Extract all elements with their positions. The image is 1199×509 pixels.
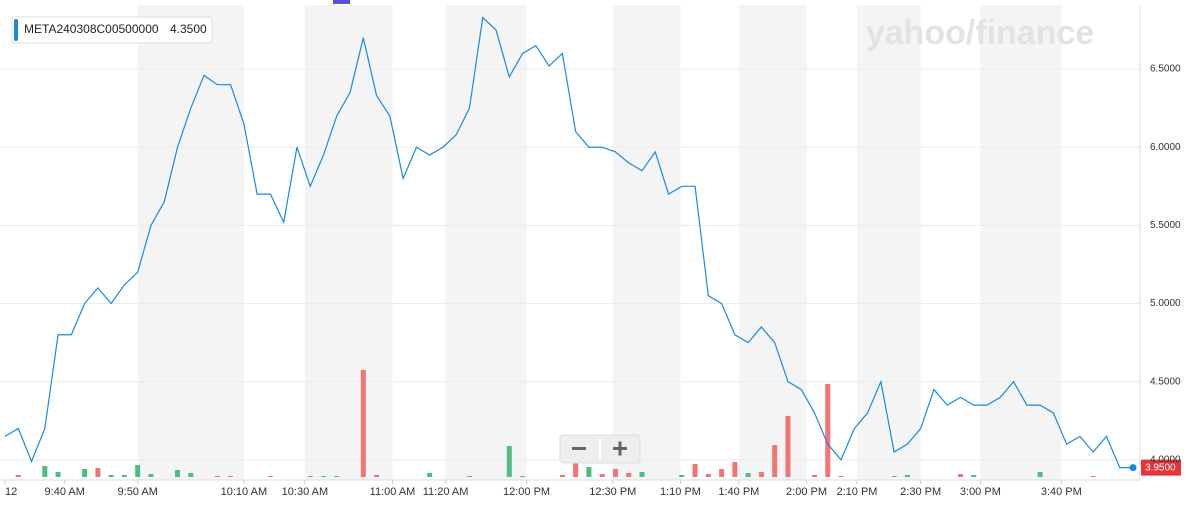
range-marker <box>333 0 350 4</box>
x-tick-label: 1:40 PM <box>718 486 759 498</box>
volume-bar <box>1090 476 1096 477</box>
volume-bar <box>466 476 472 477</box>
volume-bar <box>121 475 127 477</box>
volume-bar <box>745 473 751 477</box>
x-tick-label: 1:10 PM <box>660 486 701 498</box>
x-tick-label: 2:30 PM <box>900 486 941 498</box>
volume-bar <box>705 474 711 477</box>
zoom-in[interactable] <box>613 441 627 456</box>
volume-bar <box>188 473 194 477</box>
volume-bar <box>55 472 61 477</box>
volume-bar <box>612 469 618 477</box>
legend-swatch <box>14 19 18 41</box>
volume-bar <box>732 462 738 477</box>
x-tick-label: 11:20 AM <box>423 486 469 498</box>
legend-box <box>11 16 213 44</box>
volume-bar <box>374 475 380 477</box>
legend-name: META240308C00500000 <box>24 22 159 36</box>
volume-bar <box>971 475 977 477</box>
price-line <box>4 16 1133 469</box>
time-band <box>445 5 527 480</box>
volume-bar <box>42 466 48 477</box>
time-band <box>137 5 244 480</box>
legend-value: 4.3500 <box>170 22 207 36</box>
volume-bar <box>427 473 433 477</box>
volume-bar <box>891 476 897 477</box>
volume-bar <box>228 476 234 477</box>
volume-bar <box>825 384 831 477</box>
volume-bar <box>108 475 114 477</box>
y-tick-label: 4.5000 <box>1150 376 1181 387</box>
time-band <box>738 5 807 480</box>
volume-bar <box>719 469 725 477</box>
volume-bar <box>679 475 685 477</box>
zoom-out[interactable] <box>572 447 586 450</box>
x-tick-label: 12:30 PM <box>589 486 636 498</box>
y-tick-label: 4.0000 <box>1150 454 1181 465</box>
volume-bar <box>15 475 21 477</box>
x-tick-label: 9:40 AM <box>45 486 85 498</box>
zoom-control <box>559 434 641 464</box>
last-point <box>1129 464 1137 472</box>
x-tick-label: 9:50 AM <box>118 486 158 498</box>
volume-bar <box>135 465 141 477</box>
volume-bar <box>148 474 154 477</box>
y-tick-label: 5.5000 <box>1150 220 1181 231</box>
y-tick-label: 6.0000 <box>1150 142 1181 153</box>
volume-bar <box>1037 472 1043 477</box>
x-tick-label: 10:10 AM <box>221 486 267 498</box>
watermark: yahoo/finance <box>866 14 1095 52</box>
x-tick-label: 12 <box>5 486 17 498</box>
volume-bar <box>626 473 632 477</box>
x-tick-label: 2:00 PM <box>786 486 827 498</box>
volume-bar <box>82 469 88 477</box>
volume-bar <box>785 416 791 477</box>
volume-bar <box>506 446 512 477</box>
x-tick-label: 2:10 PM <box>836 486 877 498</box>
time-band <box>980 5 1062 480</box>
volume-bar <box>320 476 326 477</box>
volume-bar <box>772 445 778 477</box>
volume-bar <box>838 476 844 477</box>
volume-bar <box>520 476 526 477</box>
price-tag-box <box>1141 459 1181 476</box>
y-tick-label: 6.5000 <box>1150 64 1181 75</box>
price-tag: 3.9500 <box>1145 462 1176 473</box>
volume-bar <box>573 457 579 477</box>
volume-bar <box>334 476 340 477</box>
volume-bar <box>599 474 605 477</box>
volume-bar <box>812 475 818 477</box>
legend: META240308C00500000 4.3500 <box>11 16 213 44</box>
volume-bar <box>559 475 565 477</box>
time-band <box>612 5 681 480</box>
volume-bar <box>639 472 645 477</box>
volume-bar <box>692 464 698 477</box>
volume-bar <box>307 476 313 477</box>
time-band <box>304 5 393 480</box>
x-tick-label: 3:00 PM <box>960 486 1001 498</box>
y-tick-label: 5.0000 <box>1150 298 1181 309</box>
volume-bar <box>95 468 101 477</box>
x-tick-label: 10:30 AM <box>282 486 328 498</box>
x-tick-label: 3:40 PM <box>1041 486 1082 498</box>
volume-bar <box>214 476 220 477</box>
volume-bar <box>586 467 592 477</box>
volume-bar <box>904 475 910 477</box>
x-tick-label: 11:00 AM <box>370 486 416 498</box>
volume-bar <box>360 370 366 477</box>
time-band <box>856 5 921 480</box>
volume-bar <box>175 470 181 477</box>
volume-bar <box>758 472 764 477</box>
volume-bar <box>957 474 963 477</box>
x-tick-label: 12:00 PM <box>503 486 550 498</box>
volume-bar <box>267 476 273 477</box>
